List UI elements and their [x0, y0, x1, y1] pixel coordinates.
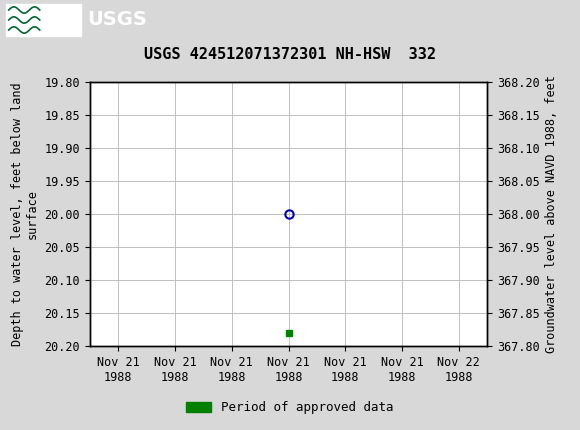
Bar: [6, 4, 81, 36]
Y-axis label: Groundwater level above NAVD 1988, feet: Groundwater level above NAVD 1988, feet: [545, 75, 558, 353]
Text: USGS 424512071372301 NH-HSW  332: USGS 424512071372301 NH-HSW 332: [144, 47, 436, 62]
Legend: Period of approved data: Period of approved data: [181, 396, 399, 419]
Y-axis label: Depth to water level, feet below land
surface: Depth to water level, feet below land su…: [11, 82, 39, 346]
Text: USGS: USGS: [87, 10, 147, 30]
